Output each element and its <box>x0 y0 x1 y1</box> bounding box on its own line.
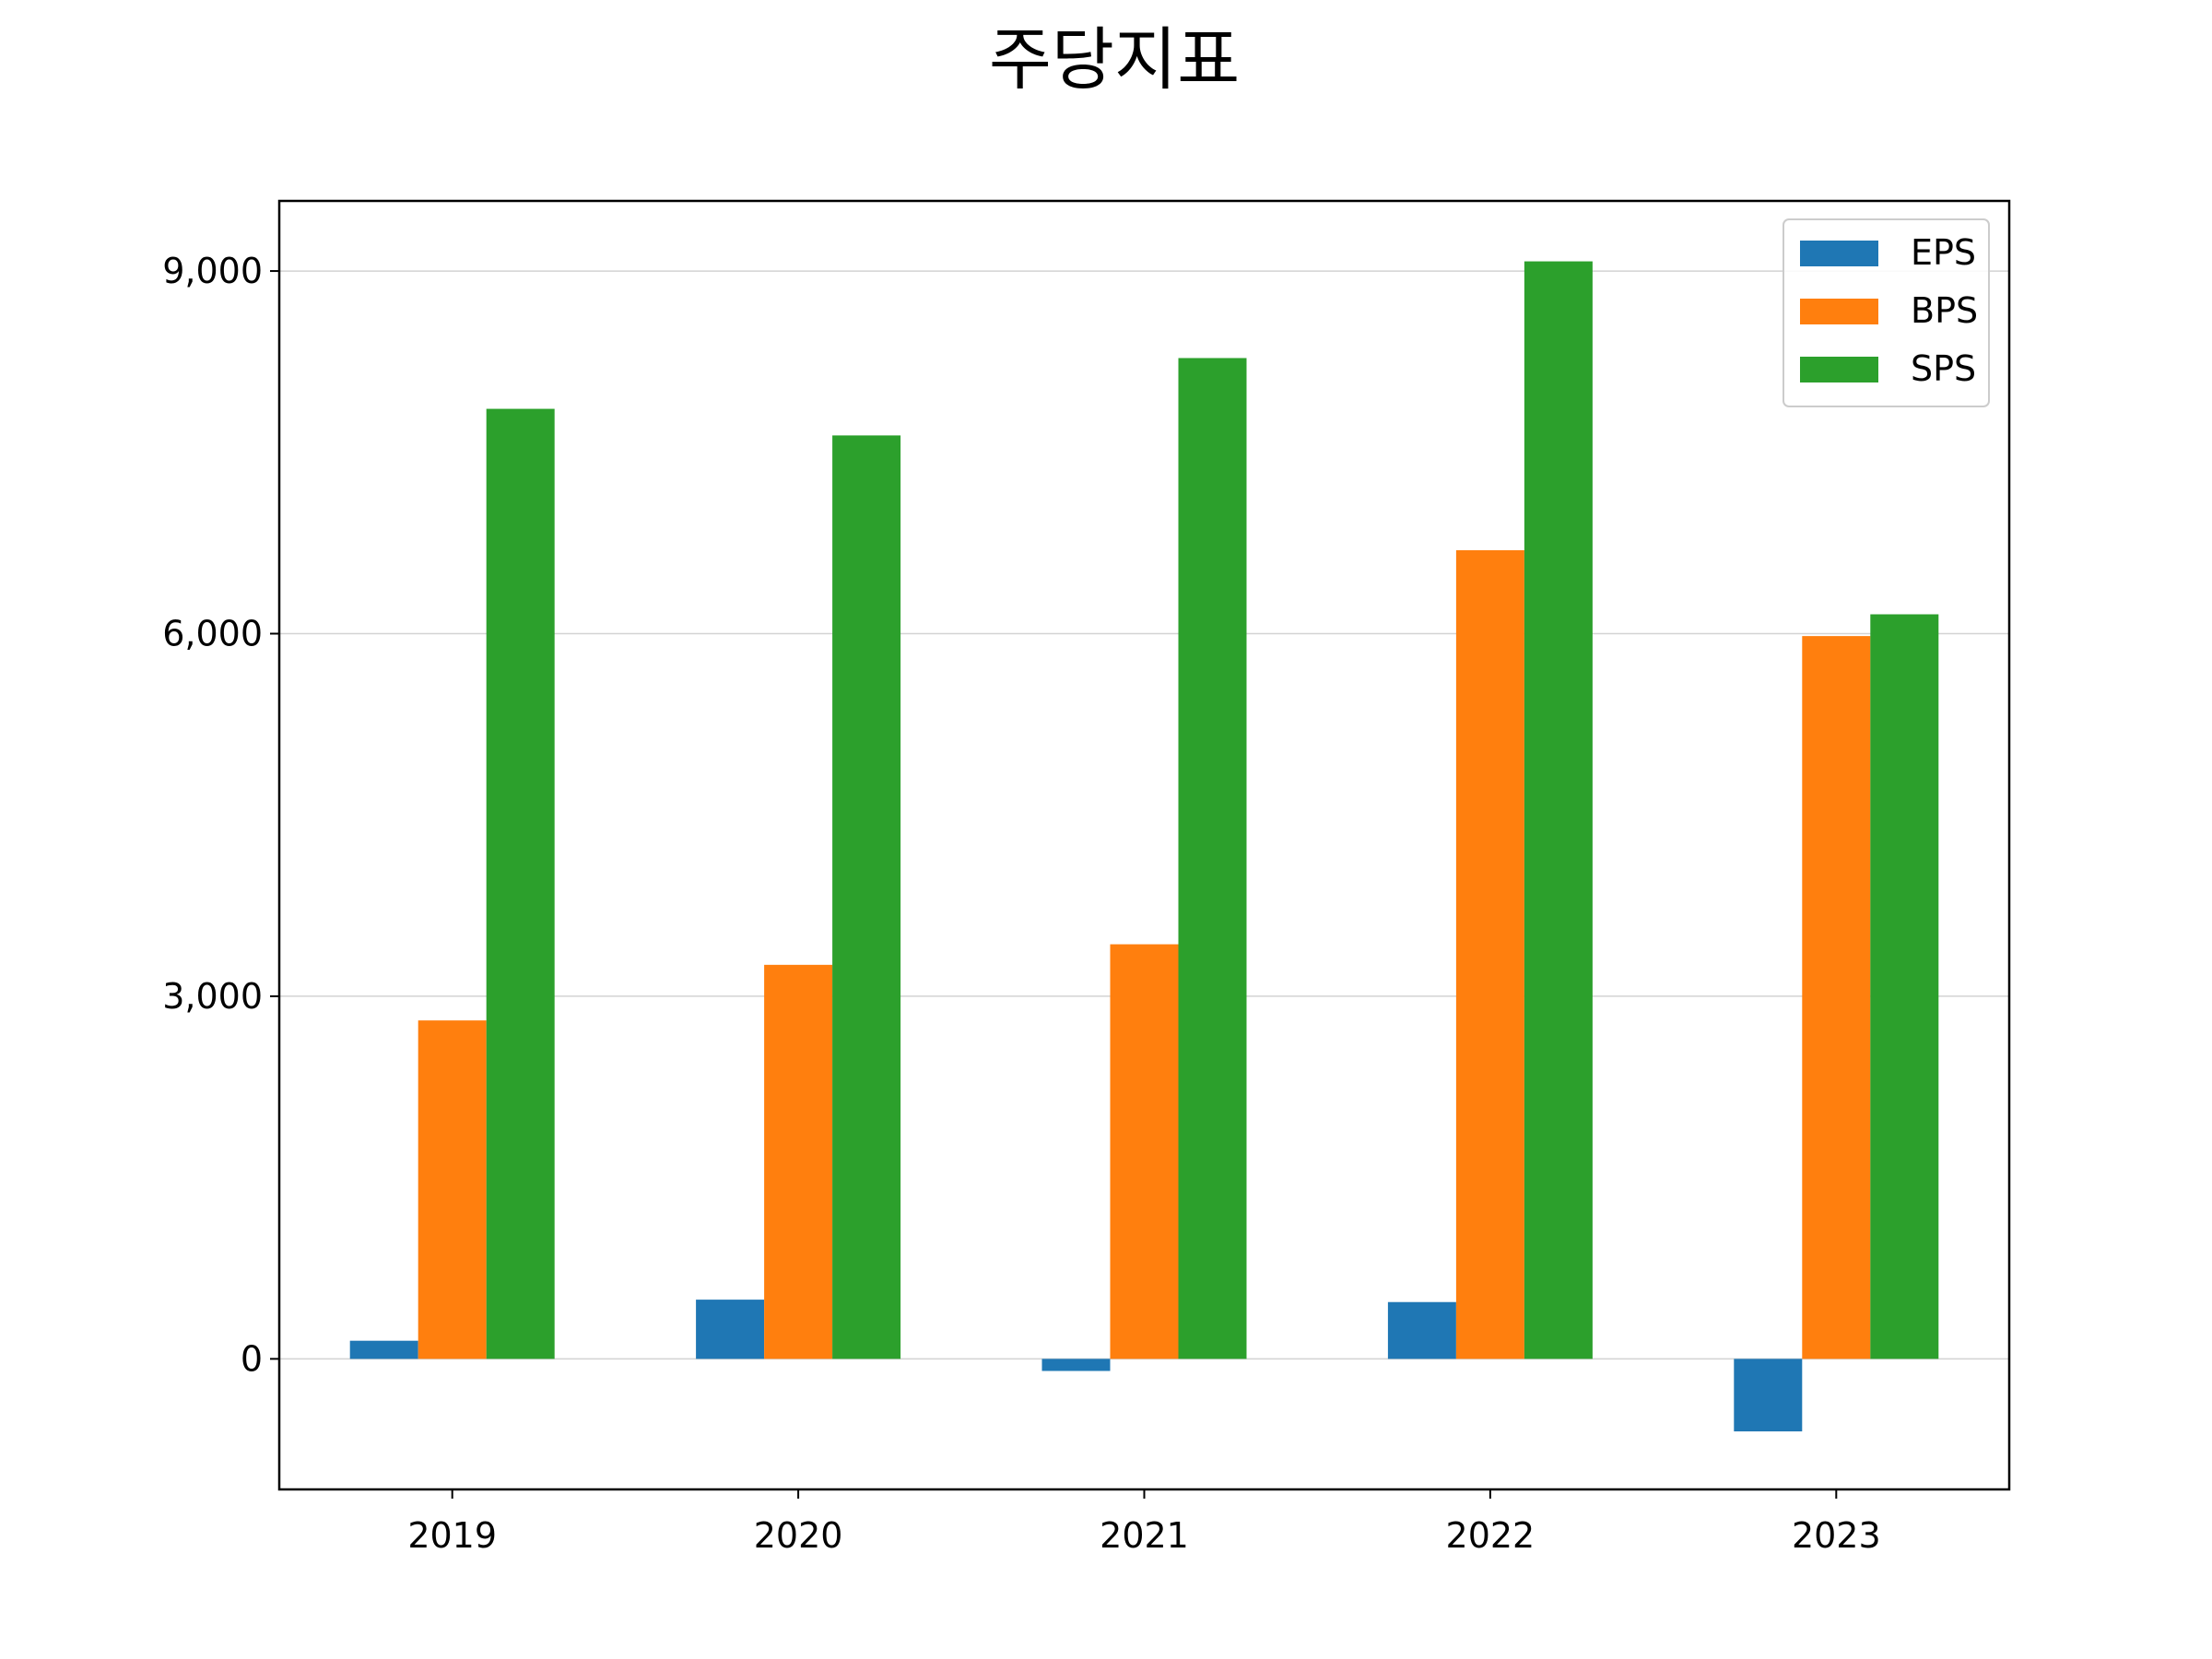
y-tick-label: 9,000 <box>162 251 263 291</box>
legend-label-sps: SPS <box>1911 348 1976 389</box>
legend-swatch-bps <box>1800 299 1878 324</box>
legend-label-bps: BPS <box>1911 290 1978 331</box>
x-tick-label: 2022 <box>1446 1515 1535 1556</box>
y-tick-label: 6,000 <box>162 613 263 653</box>
bar-sps-2022 <box>1524 261 1593 1359</box>
bar-bps-2022 <box>1455 550 1524 1359</box>
bar-sps-2020 <box>832 435 901 1359</box>
bar-bps-2021 <box>1110 944 1179 1359</box>
legend-swatch-eps <box>1800 241 1878 266</box>
plot-frame <box>277 199 2011 1491</box>
bar-bps-2019 <box>418 1020 487 1359</box>
x-tick-label: 2023 <box>1792 1515 1881 1556</box>
y-axis: 0 3,000 6,000 9,000 <box>162 251 279 1379</box>
x-tick-label: 2020 <box>754 1515 843 1556</box>
bar-sps-2021 <box>1178 358 1247 1359</box>
y-tick-label: 0 <box>241 1338 263 1379</box>
x-axis: 2019 2020 2021 2022 2023 <box>407 1489 1881 1556</box>
legend-swatch-sps <box>1800 357 1878 382</box>
bar-eps-2021 <box>1041 1359 1111 1371</box>
legend-label-eps: EPS <box>1911 232 1976 273</box>
y-tick-label: 3,000 <box>162 976 263 1017</box>
x-tick-label: 2021 <box>1100 1515 1189 1556</box>
bar-eps-2019 <box>349 1340 418 1359</box>
bar-eps-2022 <box>1387 1301 1456 1359</box>
bar-eps-2020 <box>696 1300 765 1359</box>
legend: EPS BPS SPS <box>1783 218 1990 407</box>
bar-bps-2023 <box>1802 636 1871 1359</box>
x-tick-label: 2019 <box>407 1515 497 1556</box>
bar-sps-2019 <box>486 408 555 1359</box>
bar-bps-2020 <box>764 964 833 1359</box>
bar-sps-2023 <box>1870 614 1939 1359</box>
bars <box>349 261 1939 1432</box>
chart-title: 주당지표 <box>989 20 1240 100</box>
bar-eps-2023 <box>1734 1359 1803 1432</box>
